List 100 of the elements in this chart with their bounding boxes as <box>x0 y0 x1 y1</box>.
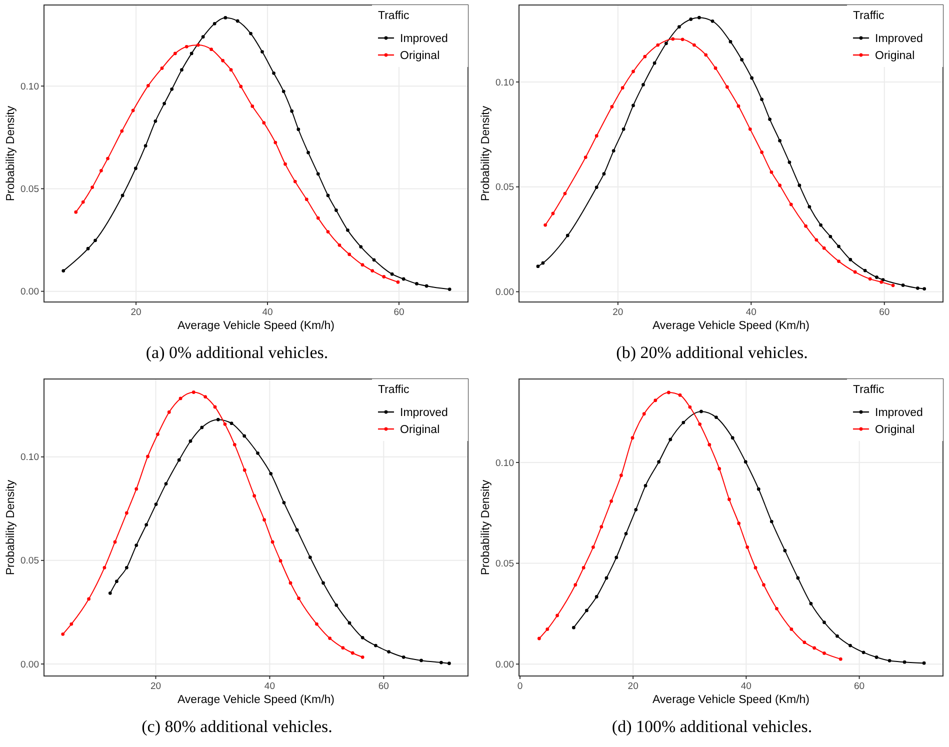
point <box>120 129 124 133</box>
point <box>61 632 65 636</box>
point <box>664 42 668 46</box>
point <box>802 640 806 644</box>
point <box>546 628 550 631</box>
point <box>838 657 842 661</box>
point <box>178 396 182 400</box>
point <box>200 426 204 430</box>
point <box>796 576 800 580</box>
point <box>213 405 217 409</box>
point <box>252 494 256 498</box>
point <box>544 223 548 227</box>
point <box>288 581 292 585</box>
point <box>556 614 559 618</box>
legend-label: Original <box>875 50 915 62</box>
point <box>698 422 702 426</box>
point <box>390 272 394 276</box>
y-axis-title: Probability Density <box>5 480 17 576</box>
point <box>90 186 94 189</box>
point <box>572 626 576 630</box>
point <box>644 484 648 488</box>
point <box>697 16 701 20</box>
point <box>144 523 148 527</box>
point <box>180 68 184 72</box>
point <box>297 596 300 600</box>
point <box>420 658 423 662</box>
point <box>848 644 852 648</box>
point <box>154 119 158 123</box>
point <box>788 160 792 164</box>
point <box>156 432 160 436</box>
point <box>700 410 703 414</box>
point <box>260 50 264 54</box>
point <box>874 656 878 659</box>
legend-label: Improved <box>875 407 923 419</box>
point <box>819 223 822 227</box>
x-tick-label: 40 <box>740 681 752 692</box>
point <box>790 628 794 631</box>
point <box>584 608 588 612</box>
point <box>170 87 174 91</box>
point <box>730 436 734 440</box>
point <box>372 258 376 262</box>
point <box>592 545 595 549</box>
point <box>642 83 645 86</box>
point <box>746 545 750 549</box>
point <box>688 405 692 409</box>
point <box>232 442 236 446</box>
x-tick-label: 60 <box>854 681 865 692</box>
point <box>212 22 216 26</box>
point <box>812 646 816 650</box>
point <box>714 416 718 420</box>
point <box>326 230 330 234</box>
point <box>296 128 300 132</box>
y-axis-title: Probability Density <box>480 480 492 576</box>
point <box>190 52 194 56</box>
legend-title: Traffic <box>853 10 885 22</box>
legend-label: Original <box>400 424 440 436</box>
point <box>619 474 623 478</box>
point <box>667 390 670 394</box>
legend-title: Traffic <box>853 384 885 396</box>
point <box>81 200 85 204</box>
point <box>657 460 661 464</box>
point <box>837 244 840 248</box>
point <box>620 86 624 90</box>
point <box>770 520 774 524</box>
point <box>402 655 406 659</box>
point <box>274 140 278 144</box>
point <box>582 566 586 570</box>
point <box>863 268 867 272</box>
point <box>754 566 758 570</box>
point <box>348 621 352 625</box>
point <box>173 52 177 56</box>
x-tick-label: 60 <box>394 307 404 318</box>
point <box>822 652 826 655</box>
point <box>881 278 885 282</box>
point <box>775 606 778 610</box>
point <box>692 43 696 47</box>
point <box>740 58 744 62</box>
point <box>537 636 541 640</box>
point <box>250 104 254 108</box>
x-tick-label: 60 <box>879 307 890 318</box>
point <box>146 454 150 458</box>
text: (b) 20% additional vehicles. <box>616 343 808 362</box>
point <box>756 487 760 491</box>
point <box>602 172 606 176</box>
point <box>124 511 128 515</box>
point <box>290 109 294 113</box>
point <box>350 651 354 655</box>
point <box>284 162 287 166</box>
point <box>880 280 884 284</box>
point <box>652 61 656 65</box>
point <box>848 258 852 262</box>
point <box>853 270 857 274</box>
point <box>304 198 308 202</box>
point <box>778 184 782 188</box>
point <box>642 412 646 416</box>
point <box>770 170 774 174</box>
point <box>789 202 793 206</box>
point <box>94 238 97 242</box>
point <box>295 528 299 532</box>
point <box>115 580 118 584</box>
